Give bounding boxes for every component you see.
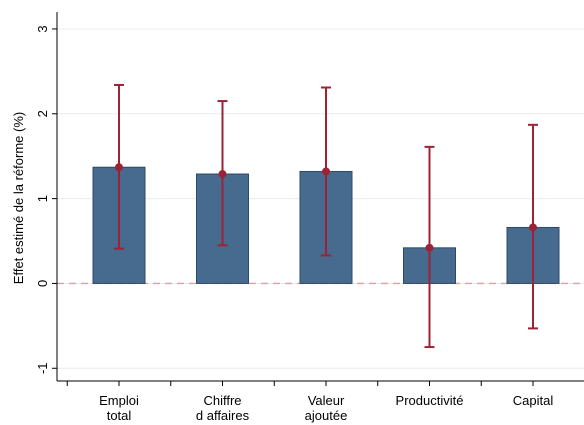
ytick-label--1: -1 — [35, 362, 50, 374]
point-1 — [218, 170, 227, 179]
ytick-label-1: 1 — [35, 195, 50, 202]
point-3 — [425, 243, 434, 252]
point-4 — [529, 223, 537, 232]
y-ticks: -1 0 1 2 3 — [35, 25, 57, 374]
ytick-label-2: 2 — [35, 110, 50, 117]
y-axis-title: Effet estimé de la réforme (%) — [11, 112, 26, 284]
category-label-1-1: d affaires — [196, 408, 250, 423]
category-label-2-0: Valeur — [308, 393, 345, 408]
category-label-0-1: total — [107, 408, 132, 423]
point-2 — [322, 167, 330, 176]
axes — [56, 12, 584, 382]
category-label-3-0: Productivité — [396, 393, 464, 408]
category-label-0-0: Emploi — [99, 393, 139, 408]
ytick-label-0: 0 — [35, 280, 50, 287]
category-label-1-0: Chiffre — [203, 393, 241, 408]
category-label-2-1: ajoutée — [305, 408, 348, 423]
point-0 — [115, 163, 123, 172]
category-label-4-0: Capital — [513, 393, 554, 408]
confidence-intervals — [114, 83, 538, 349]
ytick-label-3: 3 — [35, 25, 50, 32]
